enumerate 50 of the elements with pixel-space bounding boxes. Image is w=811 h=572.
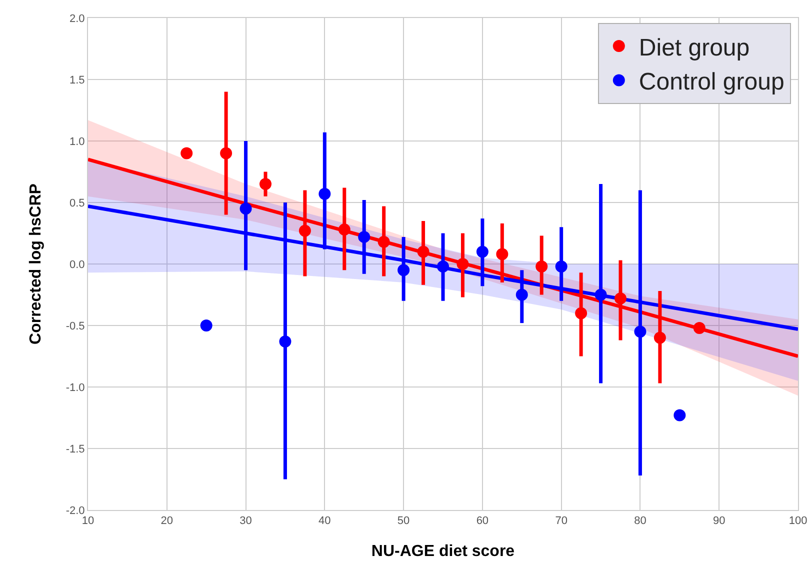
y-tick-label: -1.0 — [66, 382, 85, 394]
point — [180, 147, 193, 160]
point — [575, 307, 588, 320]
x-axis-title: NU-AGE diet score — [371, 542, 515, 560]
y-tick-label: -2.0 — [66, 504, 85, 517]
y-tick-label: 1.0 — [70, 136, 85, 148]
y-tick-label: -0.5 — [66, 320, 85, 332]
point — [634, 326, 646, 338]
y-tick-label: 1.5 — [70, 74, 85, 86]
point — [456, 258, 469, 270]
x-tick-label: 50 — [397, 515, 410, 528]
point — [594, 288, 607, 301]
point — [318, 188, 331, 200]
point — [417, 246, 430, 258]
y-tick-label: -1.5 — [66, 443, 85, 456]
point — [298, 224, 311, 237]
point — [496, 248, 508, 260]
point — [338, 224, 350, 236]
x-tick-label: 90 — [712, 515, 726, 528]
y-tick-label: 0.0 — [70, 258, 85, 271]
x-tick-label: 80 — [634, 515, 646, 528]
x-tick-label: 60 — [476, 515, 489, 528]
point — [200, 320, 212, 332]
point — [378, 236, 390, 248]
legend-label: Control group — [638, 68, 784, 96]
legend-label: Diet group — [638, 34, 750, 62]
point — [260, 178, 272, 190]
point — [398, 264, 410, 276]
point — [536, 260, 548, 272]
point — [358, 230, 370, 243]
point — [240, 202, 252, 215]
x-tick-label: 100 — [788, 515, 808, 528]
point — [437, 260, 449, 272]
point — [654, 332, 666, 344]
point — [674, 409, 686, 422]
point — [555, 260, 568, 272]
y-axis-title: Corrected log hsCRP — [28, 183, 45, 344]
y-tick-label: 2.0 — [70, 12, 85, 25]
point — [693, 322, 706, 334]
y-tick-label: 0.5 — [70, 197, 85, 210]
x-tick-label: 10 — [82, 515, 94, 528]
x-tick-label: 40 — [318, 515, 331, 528]
point — [220, 147, 232, 160]
point — [516, 288, 528, 301]
x-tick-label: 70 — [555, 515, 568, 528]
point — [279, 335, 292, 348]
x-tick-label: 30 — [240, 515, 252, 528]
point — [476, 246, 488, 258]
point — [614, 292, 626, 304]
x-tick-label: 20 — [160, 515, 174, 528]
